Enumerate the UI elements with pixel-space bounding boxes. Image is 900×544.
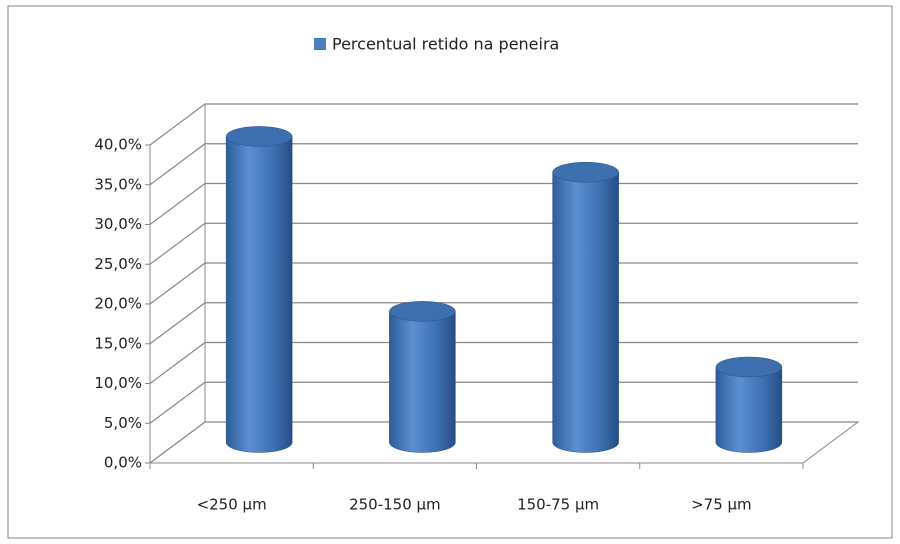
- y-tick-label: 10,0%: [94, 374, 142, 392]
- y-tick-label: 25,0%: [94, 255, 142, 273]
- y-tick-label: 0,0%: [104, 454, 142, 472]
- legend-label: Percentual retido na peneira: [332, 35, 559, 54]
- y-tick-label: 35,0%: [94, 175, 142, 193]
- bar: [552, 171, 619, 453]
- grid-line: [149, 222, 858, 265]
- bar-top: [389, 301, 456, 322]
- y-tick-label: 20,0%: [94, 295, 142, 313]
- bar: [225, 136, 293, 453]
- bar-top: [225, 126, 293, 147]
- grid-line: [149, 143, 858, 186]
- y-tick-label: 5,0%: [104, 414, 142, 432]
- grid-line: [149, 302, 858, 345]
- bar: [715, 366, 783, 453]
- y-tick-label: 15,0%: [94, 334, 142, 352]
- grid-line: [149, 421, 858, 464]
- bar-top: [715, 356, 783, 378]
- bar: [389, 311, 456, 453]
- legend-swatch: [314, 38, 326, 50]
- x-tick-label: >75 µm: [691, 496, 752, 514]
- grid-line: [149, 262, 858, 305]
- grid-line: [149, 341, 858, 384]
- grid-line: [149, 182, 858, 225]
- x-tick-label: 250-150 µm: [349, 496, 441, 514]
- x-tick-label: 150-75 µm: [517, 496, 599, 514]
- y-tick-label: 40,0%: [94, 136, 142, 154]
- grid-line: [149, 381, 858, 424]
- grid-line: [149, 103, 858, 146]
- y-tick-label: 30,0%: [94, 215, 142, 233]
- bar-top: [552, 161, 619, 183]
- x-tick-label: <250 µm: [197, 496, 267, 514]
